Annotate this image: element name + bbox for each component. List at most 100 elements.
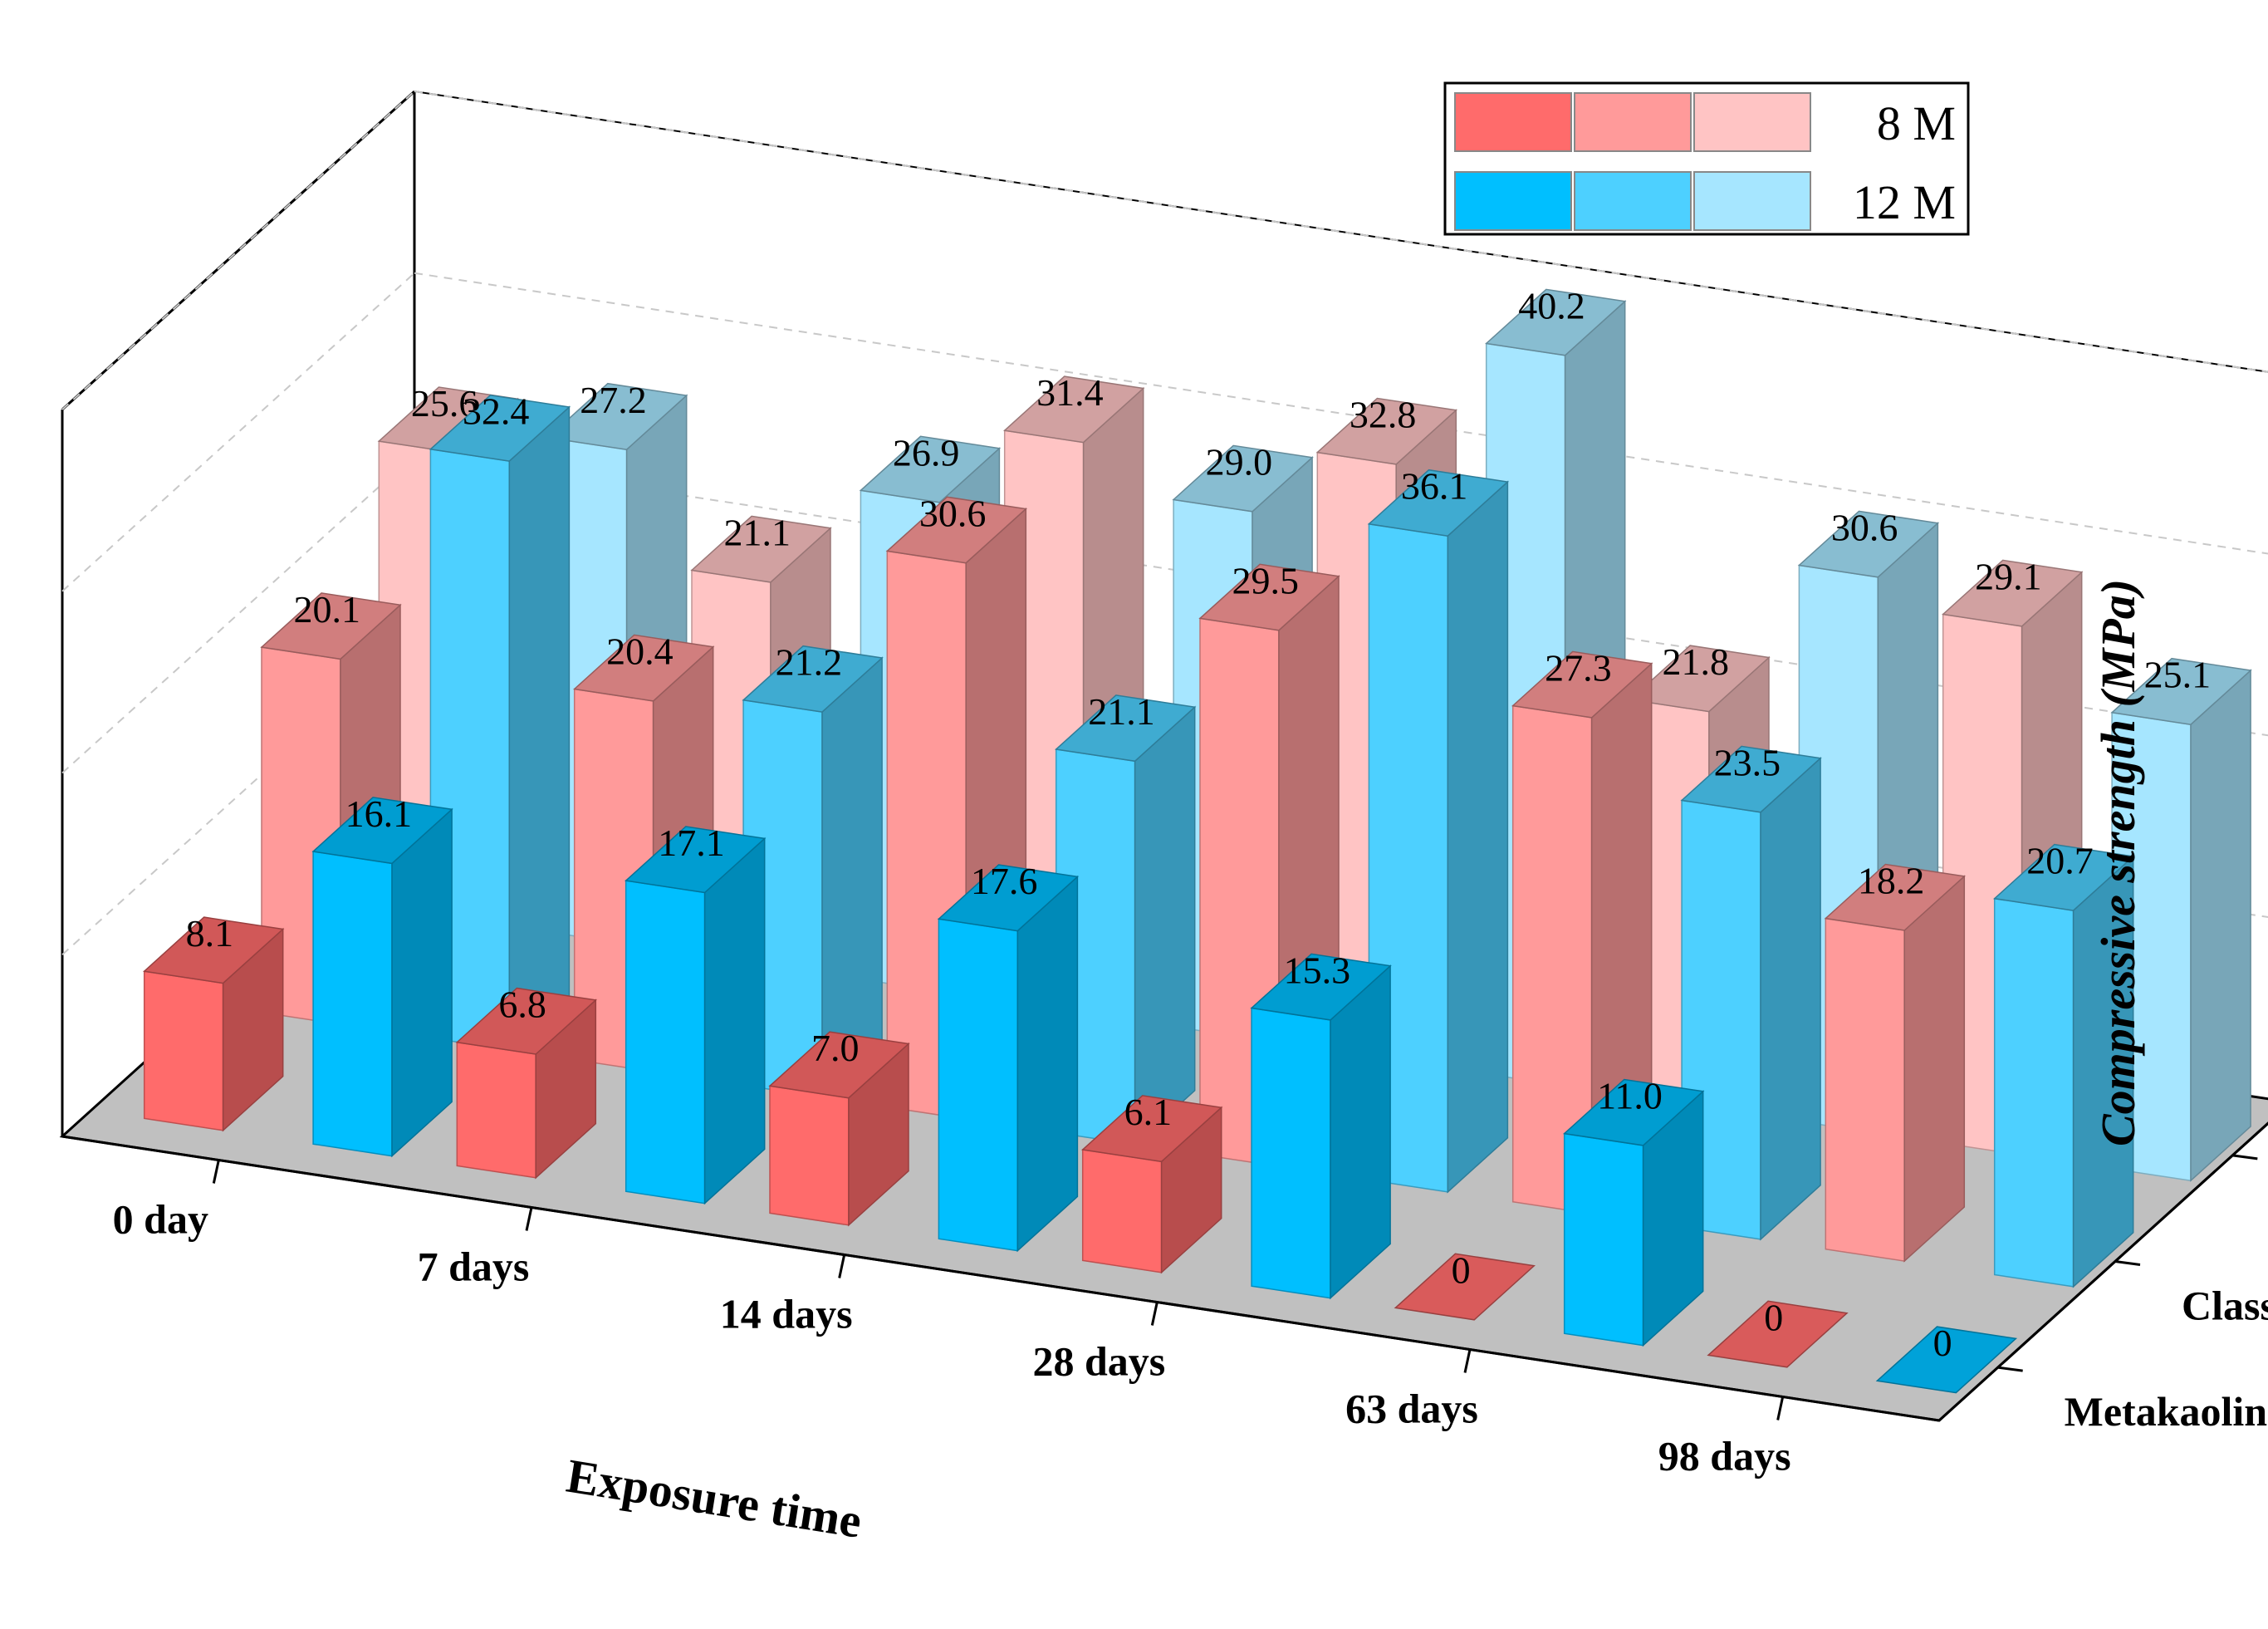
depth-tick-label: Metakaolin xyxy=(2065,1388,2268,1435)
bar-value-label: 21.2 xyxy=(776,641,843,684)
bar-series-0-cat-1: 6.8 xyxy=(455,984,597,1180)
bar-top-face xyxy=(429,394,571,462)
x-tick-label: 63 days xyxy=(1345,1386,1478,1432)
bar-value-label: 40.2 xyxy=(1518,284,1585,326)
legend-swatch xyxy=(1454,92,1572,152)
bar-value-label: 0 xyxy=(1452,1249,1471,1291)
bar-top-face xyxy=(1629,645,1771,713)
bar-side-face xyxy=(1016,875,1079,1253)
bar-value-label: 15.3 xyxy=(1284,949,1351,991)
bars-group: 25.1 29.1 30.6 21.8 40.2 32.8 29.0 31.4 26.9 21.1… xyxy=(143,284,2252,1394)
bar-side-face xyxy=(2190,669,2251,1182)
bar-top-face xyxy=(768,1031,910,1099)
bar-value-label: 30.6 xyxy=(919,492,987,534)
bar-side-face xyxy=(703,837,766,1205)
bar-value-label: 18.2 xyxy=(1858,860,1925,902)
bar-value-label: 29.5 xyxy=(1232,559,1299,601)
bar-series-1-cat-2: 17.6 xyxy=(937,860,1080,1253)
bar-value-label: 30.6 xyxy=(1831,506,1898,548)
legend-label: 8 M xyxy=(1877,96,1956,150)
bar-series-1-cat-5: 0 xyxy=(1875,1322,2018,1394)
bar-top-face xyxy=(311,797,453,865)
bar-front-face xyxy=(456,1041,536,1179)
depth-tick-label: Class F FA xyxy=(2182,1283,2268,1329)
bar-top-face xyxy=(1315,397,1457,465)
bar-top-face xyxy=(859,435,1002,503)
bar-top-face xyxy=(455,987,597,1055)
bar-front-face xyxy=(625,880,706,1205)
bar-value-label: 0 xyxy=(1764,1296,1783,1338)
bar-side-face xyxy=(1760,757,1821,1241)
bar-value-label: 20.4 xyxy=(606,630,674,672)
legend-swatch xyxy=(1693,92,1811,152)
bar-top-face xyxy=(546,382,688,450)
bar-side-face xyxy=(508,405,571,1052)
bar-value-label: 20.7 xyxy=(2026,840,2094,882)
bar-front-face xyxy=(1081,1149,1163,1273)
bar-top-face xyxy=(1511,650,1653,719)
bar-value-label: 6.1 xyxy=(1124,1091,1173,1133)
bar-front-face xyxy=(1251,1007,1331,1299)
bar-top-face xyxy=(1367,469,1510,537)
bar-side-face xyxy=(1134,705,1196,1146)
bar-side-face xyxy=(1330,964,1391,1300)
x-tick-label: 7 days xyxy=(418,1244,530,1290)
bar-value-label: 25.1 xyxy=(2144,654,2212,696)
bar-series-1-cat-0: 16.1 xyxy=(311,792,453,1158)
x-tick-label: 0 day xyxy=(113,1196,208,1243)
bar-top-face xyxy=(1250,953,1392,1021)
x-tick-label: 14 days xyxy=(720,1291,853,1337)
bar-value-label: 0 xyxy=(1933,1322,1952,1364)
legend-swatch xyxy=(1454,171,1572,231)
bar-value-label: 17.1 xyxy=(658,822,725,864)
bar-value-label: 29.1 xyxy=(1975,555,2042,597)
x-tick-label: 98 days xyxy=(1658,1433,1791,1479)
bar-value-label: 27.2 xyxy=(580,379,647,421)
x-axis-title: Exposure time xyxy=(563,1449,865,1548)
bar-front-face xyxy=(143,970,224,1131)
bar-value-label: 6.8 xyxy=(498,984,546,1026)
bar-value-label: 21.1 xyxy=(1088,690,1155,733)
bar-series-0-cat-0: 8.1 xyxy=(143,912,285,1132)
bar-value-label: 36.1 xyxy=(1401,465,1468,508)
bar-top-face xyxy=(1797,510,1940,578)
bar-top-face xyxy=(1875,1326,2018,1394)
bar-value-label: 20.1 xyxy=(293,588,360,631)
bar-top-face xyxy=(937,864,1080,932)
bar-front-face xyxy=(1993,897,2075,1288)
bar-top-face xyxy=(885,496,1027,564)
bar-value-label: 17.6 xyxy=(971,860,1038,902)
bar-value-label: 26.9 xyxy=(893,431,960,473)
bar-top-face xyxy=(1172,444,1314,513)
legend-swatch xyxy=(1574,92,1692,152)
bar-value-label: 32.4 xyxy=(463,390,530,433)
bar-series-0-cat-4: 0 xyxy=(1394,1249,1536,1321)
bar-series-0-cat-2: 7.0 xyxy=(768,1027,910,1227)
bar-front-face xyxy=(1825,917,1905,1262)
bar-top-face xyxy=(1942,559,2084,627)
bar-value-label: 21.1 xyxy=(723,511,791,553)
bar-front-face xyxy=(938,918,1019,1252)
bar-top-face xyxy=(742,645,884,713)
bar-top-face xyxy=(1485,288,1627,356)
bar-top-face xyxy=(1055,694,1197,763)
bar-front-face xyxy=(769,1085,850,1226)
bar-side-face xyxy=(1903,875,1966,1263)
bar-top-face xyxy=(1824,863,1966,931)
bar-side-face xyxy=(391,807,453,1158)
bar-side-face xyxy=(1447,480,1509,1194)
bar-series-3-cat-5: 20.7 xyxy=(1993,840,2135,1288)
legend-swatch xyxy=(1574,171,1692,231)
z-axis-title: Compressive strength (MPa) xyxy=(2091,579,2145,1146)
bar-top-face xyxy=(1081,1095,1223,1163)
bar-value-label: 11.0 xyxy=(1597,1074,1663,1116)
bar-top-face xyxy=(2110,657,2252,725)
bar-top-face xyxy=(260,592,402,660)
bar-value-label: 21.8 xyxy=(1662,640,1729,683)
bar-top-face xyxy=(1993,843,2135,911)
front-frame: 0 day 7 days 14 days 28 days 63 days 98 days M… xyxy=(61,1121,2268,1479)
bar-value-label: 31.4 xyxy=(1036,371,1104,414)
bar-front-face xyxy=(312,851,393,1157)
legend-label: 12 M xyxy=(1853,175,1956,229)
